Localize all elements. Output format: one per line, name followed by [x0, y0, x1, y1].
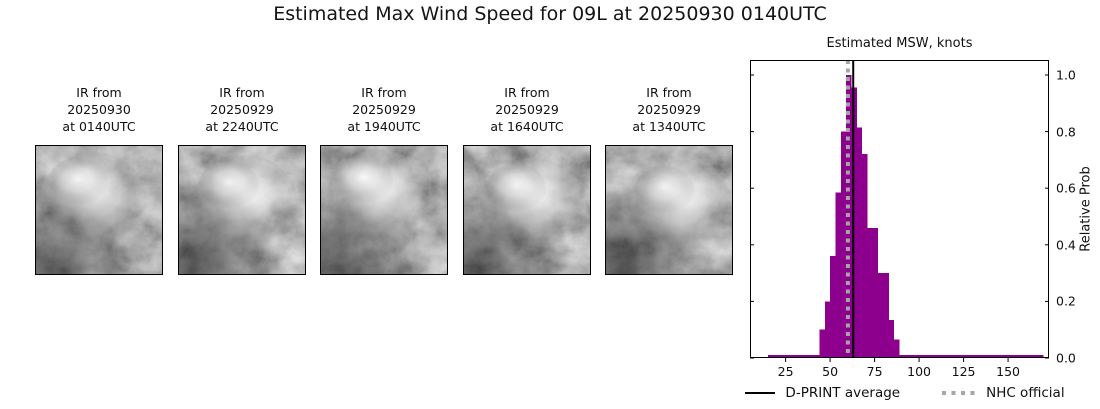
plot-border: [750, 60, 1049, 358]
ir-image-caption: IR from 20250929 at 1940UTC: [309, 84, 459, 135]
legend-label-dprint-average: D-PRINT average: [785, 385, 901, 401]
ir-image-caption: IR from 20250930 at 0140UTC: [24, 84, 174, 135]
ir-image-caption-line: IR from: [646, 85, 692, 100]
ir-image-caption-line: IR from: [504, 85, 550, 100]
ir-satellite-image: [605, 145, 733, 275]
ir-image-caption-line: at 0140UTC: [62, 119, 136, 134]
ir-image-caption-line: 20250929: [352, 102, 416, 117]
histogram-bar: [824, 301, 831, 358]
y-axis-tick-label: 0.2: [1056, 293, 1076, 309]
ir-image-caption-line: at 1340UTC: [632, 119, 706, 134]
y-axis-tick-label: 0.4: [1056, 237, 1076, 253]
ir-satellite-image: [35, 145, 163, 275]
ir-satellite-image: [178, 145, 306, 275]
histogram-bar: [819, 329, 825, 358]
histogram-bar: [878, 273, 889, 358]
histogram-bar: [767, 355, 820, 358]
ir-image-caption-line: 20250929: [637, 102, 701, 117]
ir-image-caption-line: at 1940UTC: [347, 119, 421, 134]
chart-title: Estimated MSW, knots: [826, 36, 973, 51]
y-axis-tick-label: 0.0: [1056, 350, 1076, 366]
ir-image-caption-line: at 1640UTC: [490, 119, 564, 134]
ir-image-caption: IR from 20250929 at 2240UTC: [167, 84, 317, 135]
ir-image-caption-line: IR from: [361, 85, 407, 100]
y-axis-tick-label: 0.8: [1056, 124, 1076, 140]
histogram-bar: [888, 319, 895, 358]
x-axis-tick-label: 75: [866, 364, 883, 379]
ir-image-caption-line: IR from: [76, 85, 122, 100]
y-axis-tick-label: 1.0: [1056, 67, 1076, 83]
ir-satellite-image: [320, 145, 448, 275]
ir-image-caption-line: IR from: [219, 85, 265, 100]
ir-image-caption-line: 20250929: [495, 102, 559, 117]
dotted-line-sample-icon: [942, 391, 977, 395]
x-axis-tick-label: 100: [907, 364, 931, 379]
x-axis-tick-label: 50: [822, 364, 839, 379]
page-title: Estimated Max Wind Speed for 09L at 2025…: [273, 3, 827, 25]
msw-histogram-chart: [750, 60, 1049, 362]
ir-image-caption: IR from 20250929 at 1340UTC: [594, 84, 744, 135]
x-axis-tick-label: 125: [951, 364, 976, 379]
y-axis-tick-label: 0.6: [1056, 180, 1076, 196]
solid-line-sample-icon: [745, 392, 776, 394]
ir-image-caption-line: 20250930: [67, 102, 131, 117]
histogram-bar: [899, 355, 1044, 358]
histogram-bar: [867, 227, 879, 358]
y-axis-title: Relative Prob: [1078, 166, 1094, 252]
histogram-bar: [856, 127, 863, 358]
histogram-bar: [835, 192, 841, 358]
legend-item-nhc-official: NHC official: [942, 385, 1065, 401]
histogram-bar: [862, 154, 868, 358]
histogram-bar: [894, 339, 900, 358]
ir-image-caption: IR from 20250929 at 1640UTC: [452, 84, 602, 135]
x-axis-tick-label: 150: [996, 364, 1020, 379]
ir-image-caption-line: 20250929: [210, 102, 274, 117]
ir-image-caption-line: at 2240UTC: [205, 119, 279, 134]
x-axis-tick-label: 25: [777, 364, 794, 379]
legend-label-nhc-official: NHC official: [986, 385, 1065, 401]
chart-legend: D-PRINT average NHC official: [735, 385, 1075, 401]
histogram-bar: [830, 256, 836, 358]
ir-satellite-image: [463, 145, 591, 275]
histogram-bar: [840, 131, 847, 358]
legend-item-dprint-average: D-PRINT average: [745, 385, 900, 401]
